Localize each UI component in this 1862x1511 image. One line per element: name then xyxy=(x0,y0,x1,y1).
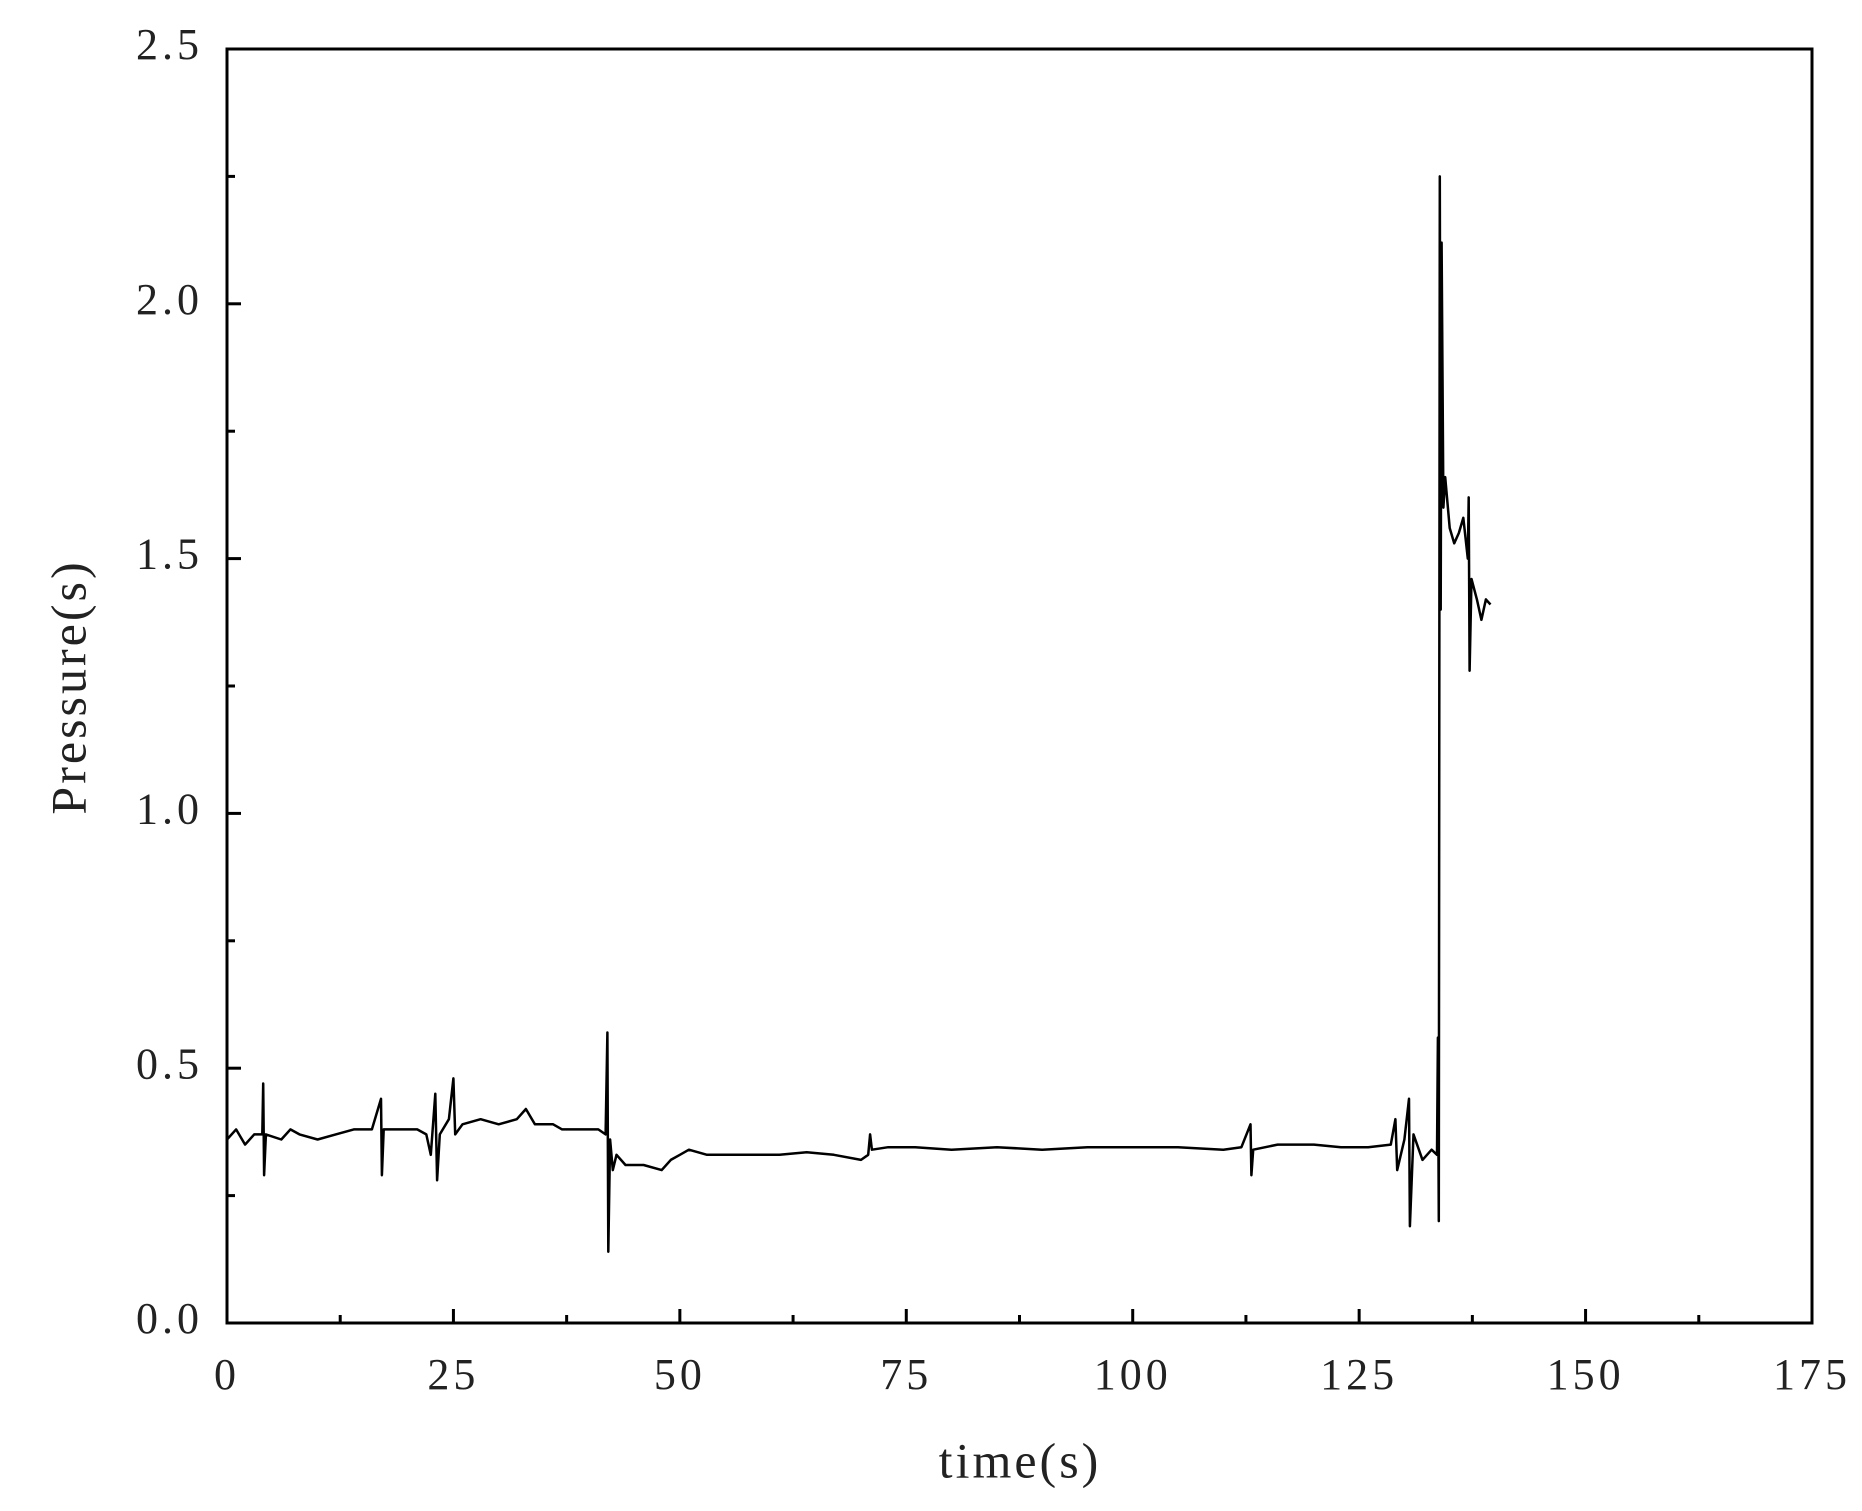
x-tick-label: 175 xyxy=(1773,1350,1851,1399)
y-tick-label: 0.5 xyxy=(136,1039,203,1088)
x-tick-label: 50 xyxy=(654,1350,706,1399)
x-tick-label: 0 xyxy=(214,1350,240,1399)
x-tick-label: 125 xyxy=(1320,1350,1398,1399)
x-tick-label: 150 xyxy=(1547,1350,1625,1399)
y-axis-title: Pressure(s) xyxy=(40,559,96,814)
y-tick-label: 0.0 xyxy=(136,1294,203,1343)
data-line xyxy=(226,175,1492,1253)
plot-frame xyxy=(225,47,1814,1325)
x-axis-title: time(s) xyxy=(939,1432,1102,1488)
x-tick-label: 25 xyxy=(427,1350,479,1399)
y-tick-label: 2.0 xyxy=(136,275,203,324)
y-tick-label: 2.5 xyxy=(136,20,203,69)
x-tick-label: 75 xyxy=(880,1350,932,1399)
y-tick-label: 1.0 xyxy=(136,784,203,833)
y-tick-label: 1.5 xyxy=(136,530,203,579)
x-tick-label: 100 xyxy=(1094,1350,1172,1399)
